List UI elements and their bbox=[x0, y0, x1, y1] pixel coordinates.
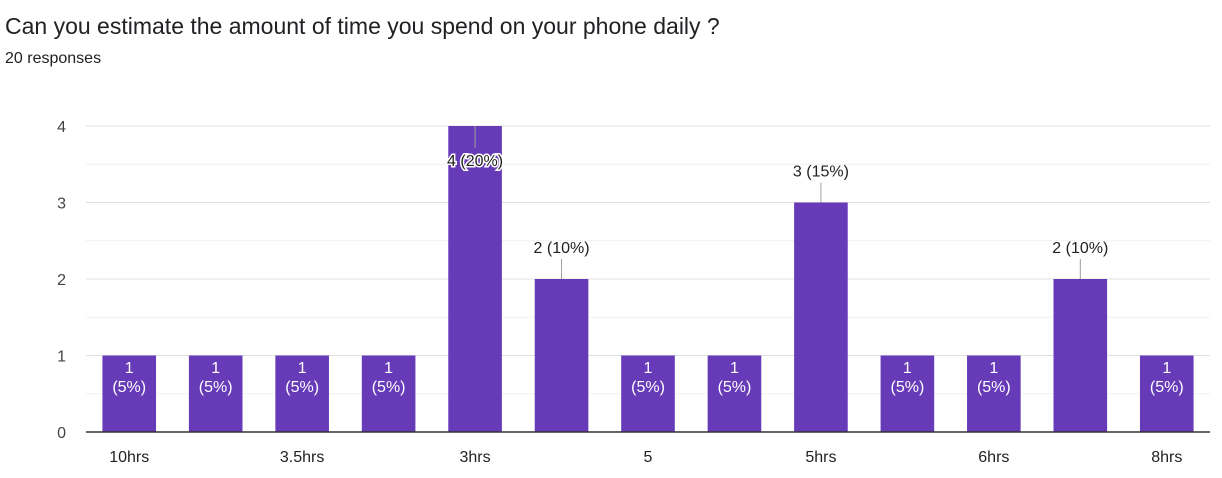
response-count: 20 responses bbox=[5, 50, 102, 67]
data-label: 1 (5%) bbox=[631, 360, 665, 396]
x-tick-label: 5 bbox=[644, 449, 653, 466]
y-tick-label: 4 bbox=[57, 119, 66, 136]
bar bbox=[1139, 355, 1194, 432]
bar bbox=[880, 355, 935, 432]
data-label: 2 (10%) bbox=[534, 240, 590, 257]
y-tick-label: 1 bbox=[57, 349, 66, 366]
x-tick-label: 3hrs bbox=[460, 449, 491, 466]
data-label: 1 (5%) bbox=[977, 360, 1011, 396]
bar bbox=[448, 126, 502, 432]
data-label: 4 (20%) bbox=[447, 153, 503, 170]
x-tick-label: 6hrs bbox=[978, 449, 1009, 466]
y-tick-label: 0 bbox=[57, 425, 66, 442]
data-label: 1 (5%) bbox=[718, 360, 752, 396]
bar bbox=[188, 355, 243, 432]
data-label: 1 (5%) bbox=[1150, 360, 1184, 396]
y-tick-label: 3 bbox=[57, 196, 66, 213]
bar bbox=[102, 355, 157, 432]
grid-lines bbox=[86, 125, 1210, 395]
bar bbox=[275, 355, 329, 432]
bar bbox=[621, 355, 675, 432]
bar bbox=[967, 355, 1021, 432]
x-tick-label: 3.5hrs bbox=[280, 449, 324, 466]
data-labels: 1 (5%)1 (5%)1 (5%)1 (5%)4 (20%)4 (20%)2 (10%… bbox=[112, 126, 1184, 396]
data-label: 2 (10%) bbox=[1052, 240, 1108, 257]
y-tick-label: 2 bbox=[57, 272, 66, 289]
x-axis-tick-labels: 10hrs 3.5hrs 3hrs 5 5hrs 6hrs 8hrs bbox=[109, 449, 1182, 466]
bar bbox=[1053, 279, 1108, 432]
data-label: 1 (5%) bbox=[890, 360, 924, 396]
y-axis-tick-labels: 0 1 2 3 4 bbox=[57, 119, 66, 442]
bars bbox=[102, 126, 1194, 432]
data-label: 3 (15%) bbox=[793, 164, 849, 181]
data-label: 1 (5%) bbox=[372, 360, 406, 396]
x-tick-label: 10hrs bbox=[109, 449, 149, 466]
chart-title: Can you estimate the amount of time you … bbox=[5, 13, 720, 39]
bar bbox=[361, 355, 416, 432]
bar bbox=[707, 355, 762, 432]
x-tick-label: 5hrs bbox=[805, 449, 836, 466]
data-label: 1 (5%) bbox=[112, 360, 146, 396]
bar bbox=[534, 279, 589, 432]
data-label: 1 (5%) bbox=[285, 360, 319, 396]
x-tick-label: 8hrs bbox=[1151, 449, 1182, 466]
bar bbox=[794, 202, 848, 432]
data-label: 1 (5%) bbox=[199, 360, 233, 396]
data-label-halo: 4 (20%) bbox=[447, 153, 503, 170]
